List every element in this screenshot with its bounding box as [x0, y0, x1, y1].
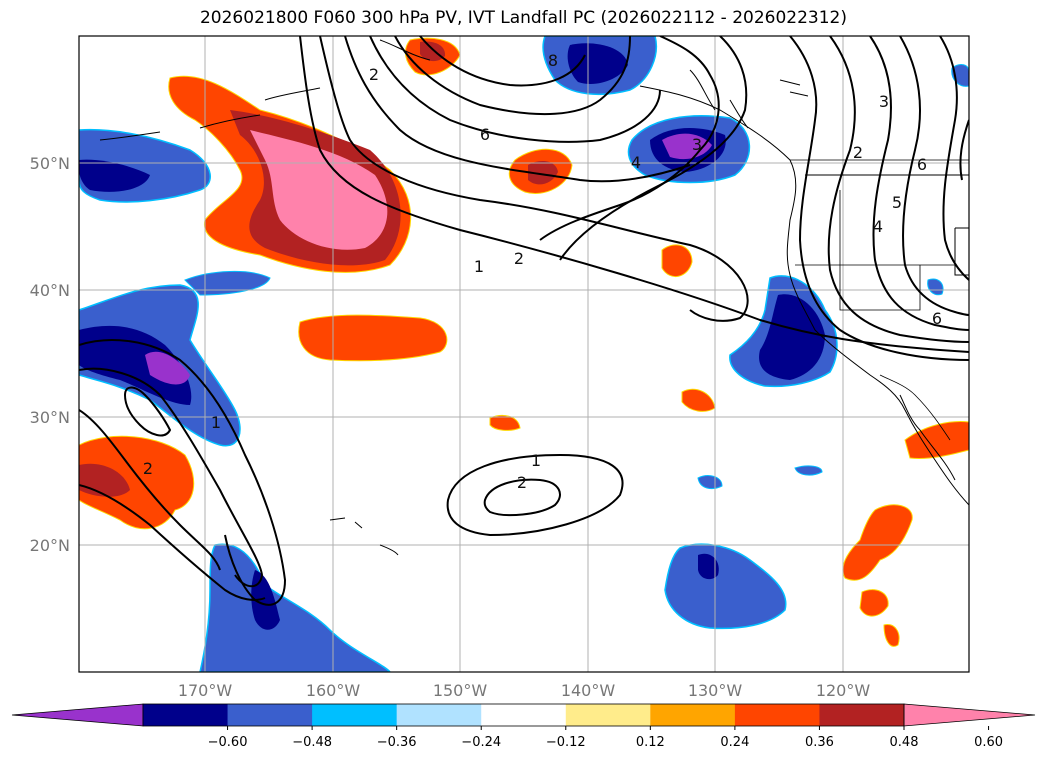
plot-frame [78, 35, 970, 673]
pv-contours [79, 36, 969, 606]
lon-label: 130°W [688, 681, 743, 700]
contour-label: 8 [548, 51, 558, 70]
colorbar-tick-label: 0.36 [805, 735, 834, 750]
contour-labels: 8 6 3 4 2 1 2 1 2 3 2 4 5 6 6 1 2 [143, 51, 942, 492]
colorbar-tick-label: 0.48 [890, 735, 919, 750]
shaded-regions [79, 36, 969, 672]
contour-label: 5 [892, 193, 902, 212]
colorbar-segment [481, 704, 567, 726]
lon-label: 160°W [306, 681, 361, 700]
colorbar-segment [227, 704, 313, 726]
colorbar-extend-low [11, 703, 144, 727]
latitude-labels: 50°N 40°N 30°N 20°N [30, 154, 70, 555]
lon-label: 140°W [561, 681, 616, 700]
contour-label: 1 [211, 413, 221, 432]
colorbar-segment [734, 704, 820, 726]
contour-label: 2 [143, 459, 153, 478]
colorbar-extend-high [903, 703, 1036, 727]
contour-label: 6 [917, 155, 927, 174]
colorbar-segment [819, 704, 905, 726]
positive-anomaly-central [298, 314, 448, 362]
colorbar-tick-label: −0.36 [377, 735, 417, 750]
contour-label: 1 [474, 257, 484, 276]
negative-anomaly-south [664, 543, 787, 630]
colorbar-segment [650, 704, 736, 726]
colorbar-segment [565, 704, 651, 726]
contour-label: 3 [879, 92, 889, 111]
colorbar-frame [142, 703, 905, 727]
colorbar-segment [312, 704, 398, 726]
lat-label: 40°N [30, 281, 70, 300]
positive-anomaly-west [79, 435, 195, 530]
map-title: 2026021800 F060 300 hPa PV, IVT Landfall… [199, 8, 847, 28]
contour-label: 6 [480, 125, 490, 144]
colorbar-segment [143, 704, 229, 726]
colorbar-tick-label: 0.24 [720, 735, 749, 750]
lon-label: 150°W [433, 681, 488, 700]
contour-label: 1 [531, 451, 541, 470]
lon-label: 120°W [816, 681, 871, 700]
contour-label: 2 [369, 65, 379, 84]
colorbar-segment [396, 704, 482, 726]
colorbar-tick-label: −0.60 [208, 735, 248, 750]
contour-label: 4 [631, 153, 641, 172]
contour-label: 3 [692, 135, 702, 154]
contour-label: 2 [517, 473, 527, 492]
lat-label: 30°N [30, 408, 70, 427]
colorbar: −0.60 −0.48 −0.36 −0.24 −0.12 0.12 0.24 0.36 0.4… [11, 703, 1036, 750]
contour-label: 2 [514, 249, 524, 268]
longitude-labels: 170°W 160°W 150°W 140°W 130°W 120°W [178, 681, 871, 700]
lat-label: 20°N [30, 536, 70, 555]
colorbar-tick-label: 0.60 [974, 735, 1003, 750]
colorbar-tick-label: −0.48 [292, 735, 332, 750]
contour-label: 2 [853, 143, 863, 162]
contour-label: 6 [932, 309, 942, 328]
contour-label: 4 [873, 217, 883, 236]
coastlines [99, 39, 969, 556]
lon-label: 170°W [178, 681, 233, 700]
lat-label: 50°N [30, 154, 70, 173]
colorbar-tick-label: 0.12 [636, 735, 665, 750]
colorbar-tick-label: −0.12 [546, 735, 586, 750]
colorbar-tick-label: −0.24 [461, 735, 501, 750]
